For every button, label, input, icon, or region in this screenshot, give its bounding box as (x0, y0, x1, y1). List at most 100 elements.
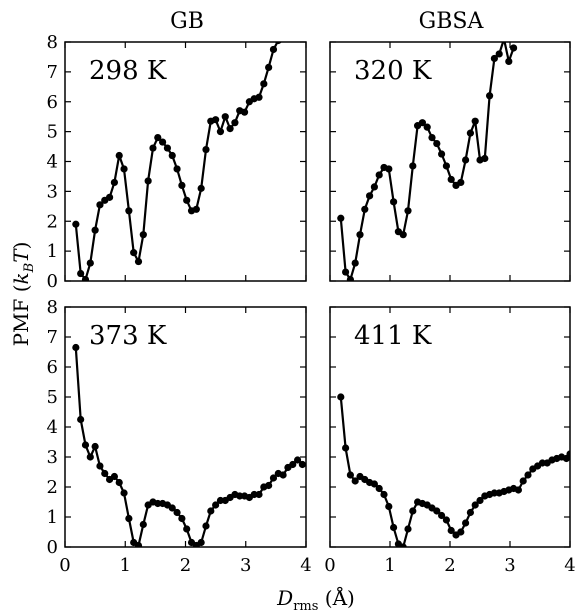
panel-label: 373 K (89, 321, 167, 351)
y-tick-label: 2 (47, 211, 58, 232)
data-point (125, 514, 133, 523)
data-point (409, 507, 417, 515)
y-tick-label: 0 (47, 537, 58, 558)
data-point (342, 444, 350, 452)
x-axis-label: Drms (Å) (276, 585, 355, 611)
data-point (202, 145, 210, 154)
data-point (423, 123, 431, 131)
data-point (370, 480, 378, 488)
data-point (120, 489, 128, 497)
y-tick-label: 3 (47, 447, 58, 468)
panel-label: 320 K (354, 56, 432, 86)
y-axis-label: PMF (kBT) (9, 242, 37, 347)
data-point (216, 128, 225, 136)
data-point (404, 525, 412, 533)
y-tick-label: 4 (47, 417, 58, 438)
x-tick-label: 1 (120, 555, 131, 576)
y-tick-label: 2 (47, 477, 58, 498)
data-point (144, 177, 152, 185)
series-4 (337, 393, 570, 547)
data-point (462, 156, 470, 164)
series-line (339, 396, 570, 547)
panel-label: 298 K (89, 56, 167, 86)
x-tick-label: 2 (180, 555, 191, 576)
panel-label: 411 K (354, 321, 432, 351)
data-point (438, 511, 446, 520)
y-tick-label: 7 (47, 327, 58, 348)
panel-frame (329, 41, 571, 282)
data-point (91, 226, 99, 234)
panel-3: 373 K 0 1 2 3 4 5 6 7 8 0 1 2 3 4 (47, 297, 312, 576)
data-point (240, 108, 249, 116)
data-point (115, 478, 123, 487)
data-point (457, 178, 465, 187)
series-line (74, 347, 304, 547)
y-tick-label: 6 (47, 92, 58, 113)
data-point (197, 184, 205, 192)
data-point (471, 117, 479, 125)
panel-2: 320 K (329, 41, 571, 282)
data-point (418, 119, 426, 127)
data-point (399, 231, 407, 239)
y-tick-label: 8 (47, 297, 58, 318)
data-point (173, 165, 181, 173)
data-point (91, 442, 99, 451)
data-point (509, 44, 518, 52)
data-point (154, 134, 162, 142)
x-tick-label: 0 (59, 555, 70, 576)
data-point (265, 481, 273, 490)
y-tick-label: 1 (47, 507, 58, 528)
panel-1: 298 K 0 1 2 3 4 5 6 7 8 (47, 32, 307, 292)
data-point (269, 474, 278, 482)
data-point (183, 196, 191, 204)
data-point (212, 501, 220, 509)
data-point (390, 198, 398, 206)
data-point (404, 207, 412, 215)
data-point (442, 162, 450, 170)
data-point (275, 42, 282, 45)
column-title-gbsa: GBSA (419, 9, 485, 34)
data-point (505, 57, 513, 66)
data-point (168, 504, 176, 512)
data-point (120, 165, 128, 173)
data-point (462, 519, 470, 527)
data-point (81, 275, 90, 281)
panel-frame (329, 306, 571, 548)
data-point (197, 538, 205, 547)
y-tick-label: 3 (47, 181, 58, 202)
y-tick-label: 5 (47, 122, 58, 143)
data-point (351, 259, 359, 267)
data-point (466, 508, 474, 517)
data-point (390, 523, 398, 532)
data-point (370, 183, 378, 191)
data-point (337, 393, 345, 401)
data-point (351, 477, 359, 485)
y-tick-label: 5 (47, 387, 58, 408)
column-title-gb: GB (170, 9, 204, 34)
data-point (96, 201, 104, 209)
data-point (337, 214, 345, 222)
data-point (72, 220, 80, 228)
y-tick-label: 6 (47, 357, 58, 378)
data-point (380, 490, 388, 499)
data-point (433, 507, 441, 515)
data-point (163, 144, 172, 152)
data-point (495, 50, 503, 58)
data-point (81, 441, 90, 449)
data-point (149, 144, 157, 152)
data-point (524, 471, 532, 479)
data-point (447, 175, 455, 184)
series-1 (72, 42, 282, 281)
data-point (134, 541, 143, 547)
data-point (115, 151, 123, 160)
x-tick-label: 3 (504, 555, 515, 576)
data-point (298, 460, 306, 469)
series-2 (337, 42, 518, 281)
data-point (139, 231, 147, 239)
x-tick-label: 4 (564, 555, 575, 576)
x-tick-label: 4 (300, 555, 311, 576)
data-point (178, 181, 186, 189)
data-point (293, 456, 302, 464)
